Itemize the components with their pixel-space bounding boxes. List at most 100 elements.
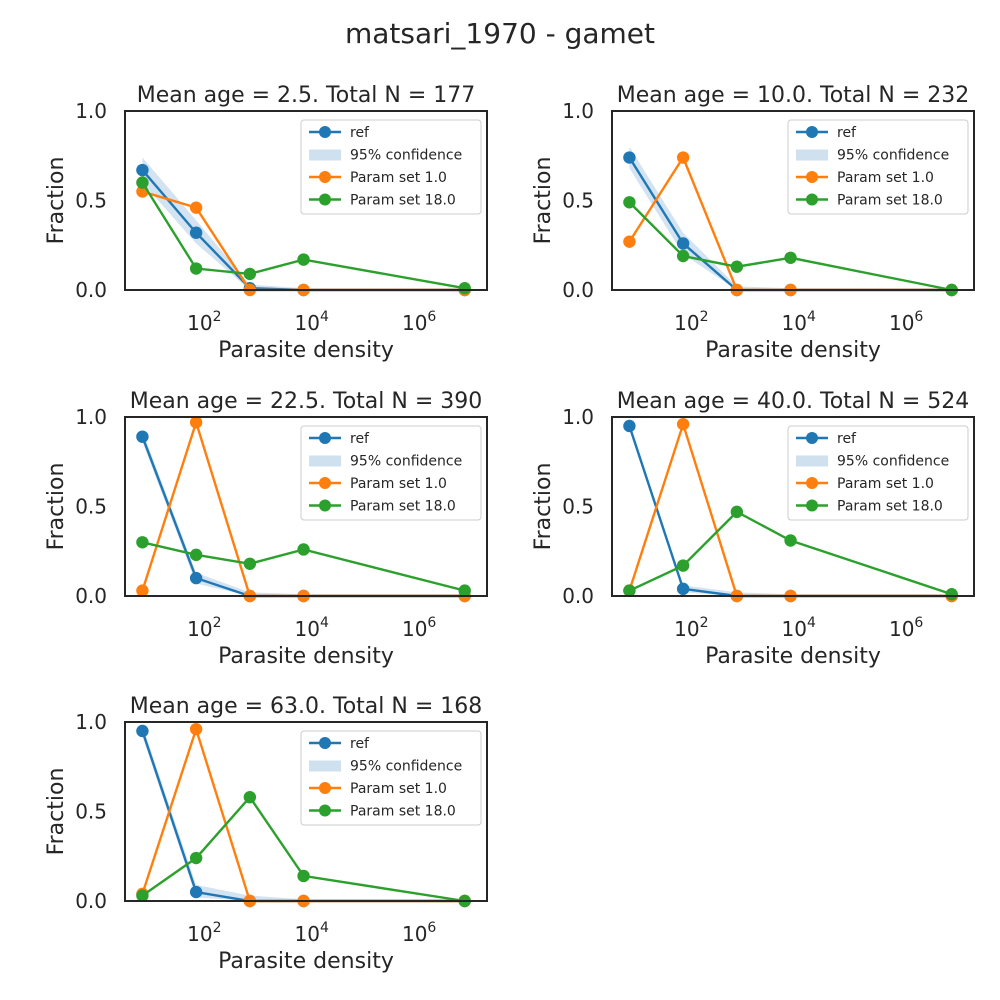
y-tick-label: 1.0 xyxy=(75,405,107,429)
data-point xyxy=(136,163,149,177)
figure-title: matsari_1970 - gamet xyxy=(345,17,655,50)
legend-label: ref xyxy=(350,736,370,752)
series-line xyxy=(628,510,953,596)
x-tick-label: 102 xyxy=(187,309,221,335)
data-point xyxy=(458,584,471,597)
data-point xyxy=(189,201,203,214)
x-tick-label: 106 xyxy=(402,920,436,946)
legend-swatch xyxy=(796,149,828,161)
legend-frame xyxy=(300,119,482,215)
x-axis-label: Parasite density xyxy=(218,338,394,363)
legend: ref 95% confidence Param set 1.0 Param set … xyxy=(787,425,969,521)
legend-label: 95% confidence xyxy=(837,148,949,164)
legend-marker xyxy=(319,804,331,817)
subplot-title: Mean age = 22.5. Total N = 390 xyxy=(130,389,483,414)
data-point xyxy=(784,534,797,547)
data-point xyxy=(189,548,203,562)
data-point xyxy=(676,417,690,431)
legend-label: 95% confidence xyxy=(350,454,462,470)
axes-frame xyxy=(124,416,488,597)
data-point xyxy=(189,226,203,239)
x-tick-label: 104 xyxy=(782,309,816,335)
data-point xyxy=(189,722,203,736)
x-axis-label: Parasite density xyxy=(705,338,881,363)
legend-marker xyxy=(319,499,331,512)
data-point xyxy=(623,419,636,433)
data-point xyxy=(136,724,149,738)
data-point xyxy=(676,249,690,263)
legend-frame xyxy=(787,425,969,521)
legend-label: 95% confidence xyxy=(350,759,462,775)
legend-marker xyxy=(319,782,331,794)
legend: ref 95% confidence Param set 1.0 Param set … xyxy=(300,730,482,826)
subplot-3: Mean age = 22.5. Total N = 390 0.0 0.5 1.0 1… xyxy=(44,389,488,669)
subplot-5: Mean age = 63.0. Total N = 168 0.0 0.5 1.0 1… xyxy=(44,694,488,974)
y-axis-label: Fraction xyxy=(531,157,556,245)
x-axis-label: Parasite density xyxy=(705,644,881,669)
legend-swatch xyxy=(309,760,341,772)
data-point xyxy=(676,559,690,572)
x-tick-label: 106 xyxy=(889,309,923,335)
data-point xyxy=(243,790,257,804)
data-point xyxy=(676,237,690,250)
y-axis-label: Fraction xyxy=(44,157,69,245)
y-tick-label: 0.5 xyxy=(75,189,107,213)
axes-frame xyxy=(124,721,488,902)
legend: ref 95% confidence Param set 1.0 Param set … xyxy=(300,119,482,215)
x-tick-label: 106 xyxy=(402,309,436,335)
subplot-1: Mean age = 2.5. Total N = 177 0.0 0.5 1.0 10… xyxy=(44,83,488,363)
y-tick-label: 0.0 xyxy=(562,584,594,608)
legend-label: ref xyxy=(350,125,370,141)
legend-label: Param set 1.0 xyxy=(837,476,934,492)
x-axis-label: Parasite density xyxy=(218,644,394,669)
data-point xyxy=(189,416,203,429)
data-point xyxy=(136,889,149,902)
x-tick-label: 102 xyxy=(187,615,221,641)
legend-label: Param set 18.0 xyxy=(350,193,456,209)
legend-swatch xyxy=(796,455,828,467)
y-tick-label: 0.5 xyxy=(75,495,107,519)
data-point xyxy=(730,505,744,519)
axes-frame xyxy=(611,416,975,597)
data-point xyxy=(676,151,690,164)
axes-frame xyxy=(124,110,488,291)
data-point xyxy=(189,851,203,865)
legend-label: ref xyxy=(837,431,857,447)
data-point xyxy=(945,588,958,601)
legend-marker xyxy=(806,193,818,206)
legend-marker xyxy=(319,737,331,749)
y-axis-label: Fraction xyxy=(531,463,556,551)
legend-swatch xyxy=(309,455,341,467)
data-point xyxy=(623,196,636,209)
y-tick-label: 1.0 xyxy=(562,405,594,429)
x-axis-label: Parasite density xyxy=(218,949,394,974)
subplot-title: Mean age = 10.0. Total N = 232 xyxy=(617,83,970,108)
data-point xyxy=(623,151,636,164)
subplot-title: Mean age = 63.0. Total N = 168 xyxy=(130,694,483,719)
y-tick-label: 1.0 xyxy=(562,99,594,123)
data-point xyxy=(458,282,471,295)
data-point xyxy=(189,262,203,275)
y-tick-label: 0.0 xyxy=(75,278,107,302)
legend-label: 95% confidence xyxy=(350,148,462,164)
subplot-4: Mean age = 40.0. Total N = 524 0.0 0.5 1.0 1… xyxy=(531,389,975,669)
subplot-title: Mean age = 2.5. Total N = 177 xyxy=(137,83,476,108)
y-axis-label: Fraction xyxy=(44,463,69,551)
x-tick-label: 104 xyxy=(295,309,329,335)
legend-label: ref xyxy=(837,125,857,141)
legend-label: Param set 18.0 xyxy=(350,804,456,820)
data-point xyxy=(189,571,203,585)
legend-label: Param set 1.0 xyxy=(350,476,447,492)
x-tick-label: 106 xyxy=(889,615,923,641)
data-point xyxy=(189,885,203,899)
data-point xyxy=(243,267,257,281)
data-point xyxy=(136,584,149,597)
legend-marker xyxy=(806,499,818,512)
legend-marker xyxy=(806,126,818,138)
data-point xyxy=(676,582,690,596)
legend-marker xyxy=(319,477,331,489)
data-point xyxy=(297,253,310,266)
y-tick-label: 0.0 xyxy=(75,584,107,608)
data-point xyxy=(784,251,797,264)
y-tick-label: 0.0 xyxy=(562,278,594,302)
